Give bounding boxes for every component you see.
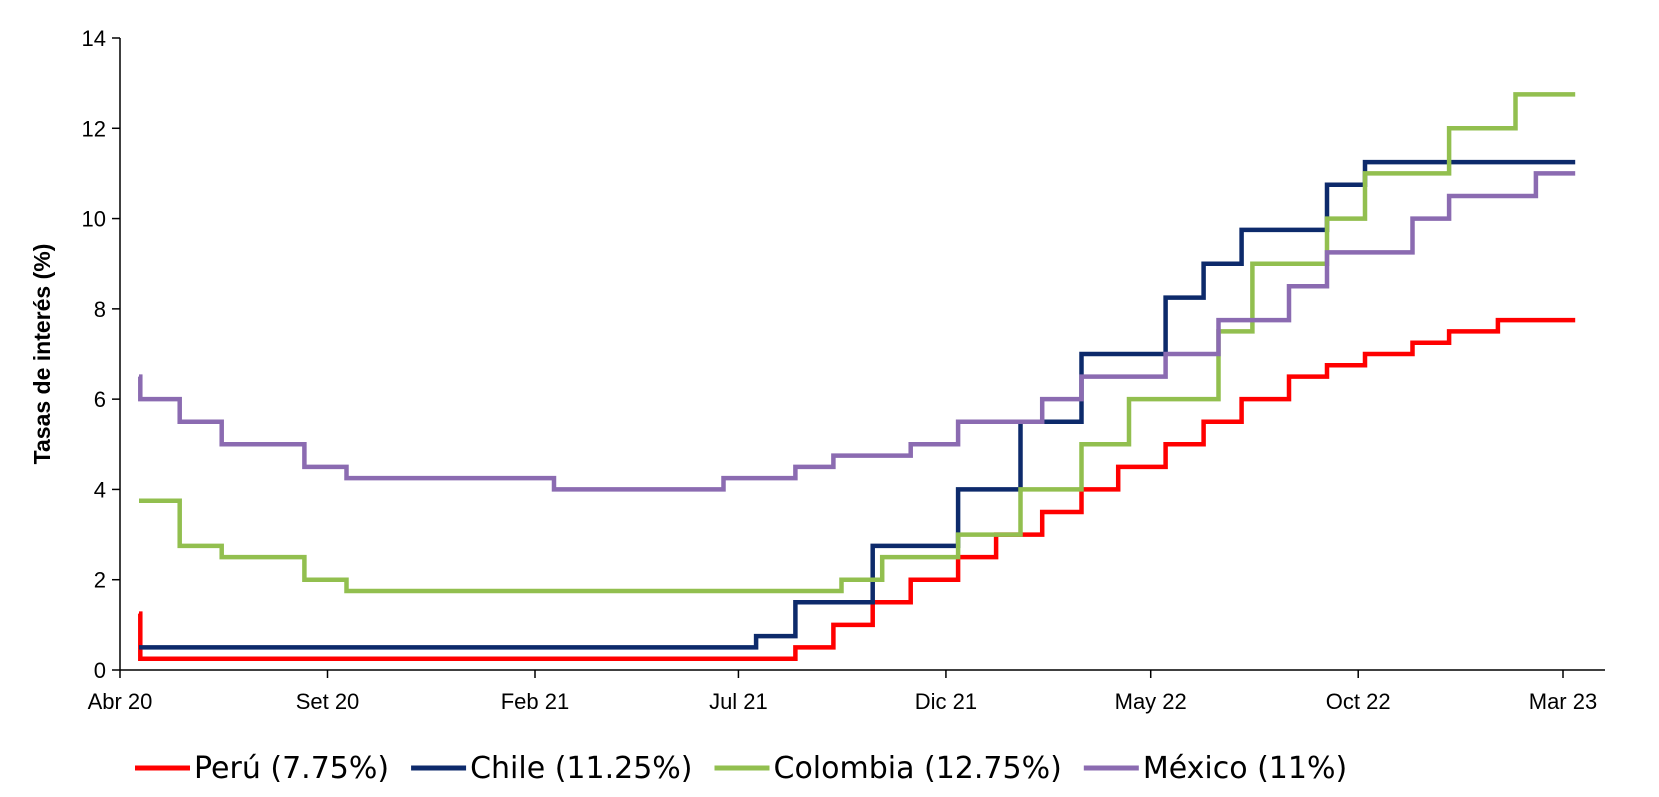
x-tick-label: Oct 22 xyxy=(1326,689,1391,714)
legend-label-1: Perú (7.75%) xyxy=(194,751,389,786)
legend: Perú (7.75%) Chile (11.25%) Colombia (12.7… xyxy=(135,751,1347,786)
y-axis-title: Tasas de interés (%) xyxy=(29,244,55,465)
legend-label-2: Chile (11.25%) xyxy=(470,751,692,786)
series-line-3 xyxy=(139,92,1576,594)
x-tick-label: Mar 23 xyxy=(1529,689,1597,714)
x-tick-label: Dic 21 xyxy=(915,689,977,714)
y-tick-label: 8 xyxy=(94,297,106,322)
y-tick-label: 12 xyxy=(82,116,106,141)
x-tick-label: Abr 20 xyxy=(88,689,153,714)
x-axis: Abr 20 Set 20 Feb 21 Jul 21 Dic 21 May 22 Oct … xyxy=(88,669,1605,714)
y-tick-label: 14 xyxy=(82,26,106,51)
y-axis: 0 2 4 6 8 10 12 14 xyxy=(82,26,121,683)
series-line-2 xyxy=(139,159,1576,650)
plot-series xyxy=(138,92,1576,661)
y-tick-label: 6 xyxy=(94,387,106,412)
series-line-1 xyxy=(138,317,1576,661)
x-tick-label: Feb 21 xyxy=(501,689,570,714)
x-tick-label: Jul 21 xyxy=(709,689,768,714)
y-tick-label: 0 xyxy=(94,658,106,683)
x-tick-label: Set 20 xyxy=(296,689,360,714)
y-tick-label: 10 xyxy=(82,207,106,232)
series-line-4 xyxy=(138,171,1576,492)
x-tick-label: May 22 xyxy=(1115,689,1187,714)
legend-label-3: Colombia (12.75%) xyxy=(774,751,1062,786)
y-tick-label: 2 xyxy=(94,568,106,593)
legend-label-4: México (11%) xyxy=(1143,751,1347,786)
y-ticks: 0 2 4 6 8 10 12 14 xyxy=(82,26,120,683)
x-ticks: Abr 20 Set 20 Feb 21 Jul 21 Dic 21 May 22 Oct … xyxy=(88,670,1597,714)
y-tick-label: 4 xyxy=(94,477,106,502)
